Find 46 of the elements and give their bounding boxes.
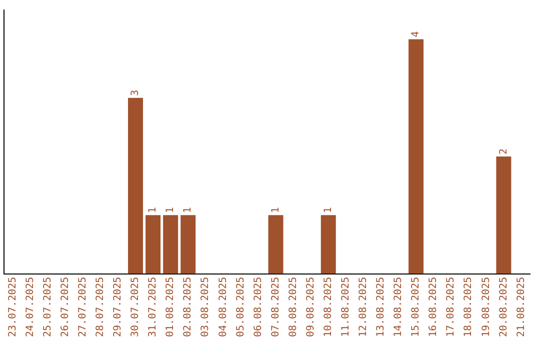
x-tick-label: 01.08.2025 [165, 276, 176, 338]
x-tick-label: 12.08.2025 [358, 276, 370, 338]
bar [268, 215, 284, 274]
x-tick-label: 03.08.2025 [200, 276, 212, 338]
x-tick-label: 17.08.2025 [446, 276, 457, 338]
x-tick-label: 05.08.2025 [235, 276, 246, 338]
x-tick-label: 19.08.2025 [480, 276, 492, 338]
x-tick-label: 02.08.2025 [182, 276, 194, 338]
data-label: 2 [498, 148, 510, 155]
bar [320, 215, 336, 274]
x-tick-label: 30.07.2025 [130, 276, 142, 338]
x-tick-label: 21.08.2025 [516, 276, 527, 338]
x-tick-label: 24.07.2025 [24, 276, 36, 338]
data-label: 1 [148, 207, 159, 214]
data-label: 1 [182, 207, 194, 214]
x-tick-label: 07.08.2025 [270, 276, 282, 338]
x-tick-label: 13.08.2025 [376, 276, 387, 338]
x-tick-label: 06.08.2025 [252, 276, 264, 338]
x-tick-label: 09.08.2025 [305, 276, 316, 338]
data-label: 3 [130, 90, 142, 96]
x-tick-label: 04.08.2025 [218, 276, 229, 338]
x-tick-label: 31.07.2025 [148, 276, 159, 338]
data-label: 1 [270, 207, 282, 214]
data-label: 4 [410, 31, 422, 38]
data-label: 1 [322, 207, 334, 214]
bar [180, 215, 196, 274]
x-tick-label: 29.07.2025 [112, 276, 124, 338]
x-tick-label: 26.07.2025 [60, 276, 71, 338]
x-tick-label: 20.08.2025 [498, 276, 510, 338]
bar [146, 215, 161, 274]
bar [408, 39, 424, 274]
x-tick-label: 16.08.2025 [428, 276, 440, 338]
x-tick-label: 18.08.2025 [463, 276, 474, 338]
data-label: 1 [165, 207, 176, 214]
bar [496, 156, 512, 274]
x-tick-label: 27.07.2025 [77, 276, 88, 338]
x-tick-label: 08.08.2025 [288, 276, 299, 338]
bar [163, 215, 178, 274]
x-tick-label: 11.08.2025 [340, 276, 352, 338]
bar [128, 98, 143, 274]
x-tick-label: 10.08.2025 [322, 276, 334, 338]
x-tick-label: 25.07.2025 [42, 276, 54, 338]
x-tick-label: 23.07.2025 [7, 276, 18, 338]
x-tick-label: 28.07.2025 [95, 276, 106, 338]
x-tick-label: 14.08.2025 [393, 276, 404, 338]
x-tick-label: 15.08.2025 [410, 276, 422, 338]
